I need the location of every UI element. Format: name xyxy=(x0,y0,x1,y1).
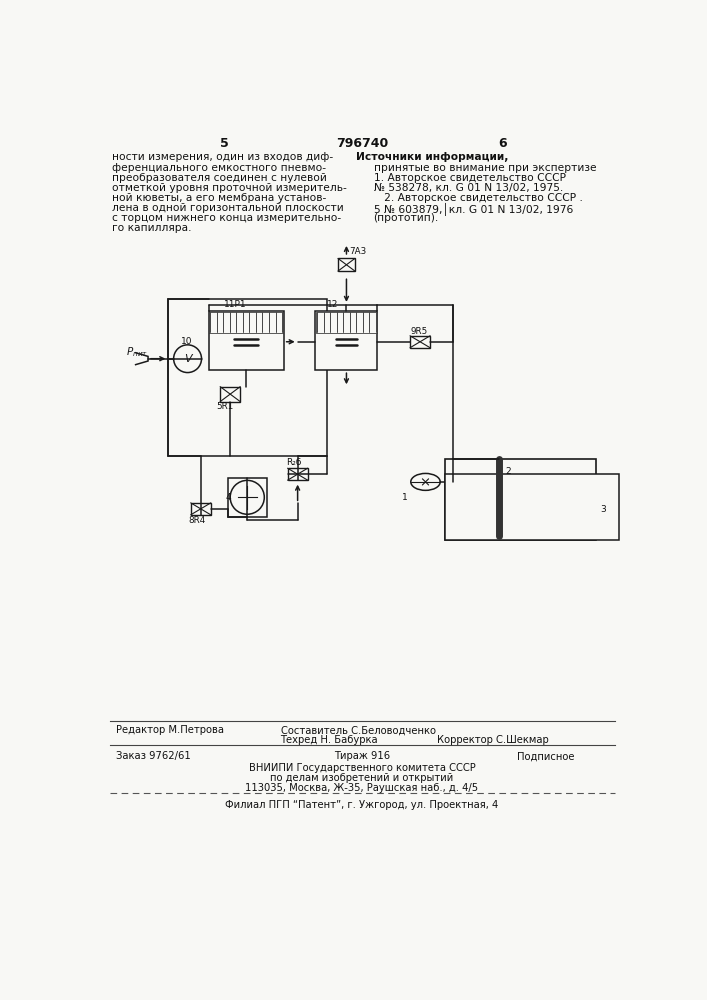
Text: 9R5: 9R5 xyxy=(411,327,428,336)
Text: 12: 12 xyxy=(327,300,339,309)
Text: лена в одной горизонтальной плоскости: лена в одной горизонтальной плоскости xyxy=(112,203,344,213)
Text: Подписное: Подписное xyxy=(517,751,574,761)
Text: 7А3: 7А3 xyxy=(349,247,367,256)
Bar xyxy=(315,311,378,370)
Text: Заказ 9762/61: Заказ 9762/61 xyxy=(115,751,190,761)
Bar xyxy=(316,312,377,333)
Bar xyxy=(209,311,284,370)
Text: 5 № 603879,│кл. G 01 N 13/02, 1976: 5 № 603879,│кл. G 01 N 13/02, 1976 xyxy=(373,203,573,216)
Text: R₂б: R₂б xyxy=(286,458,301,467)
Text: (прототип).: (прототип). xyxy=(373,213,439,223)
Text: $P_{пит}$: $P_{пит}$ xyxy=(126,345,148,359)
Bar xyxy=(288,468,308,480)
Text: 6: 6 xyxy=(498,137,508,150)
Bar xyxy=(209,312,283,333)
Text: № 538278, кл. G 01 N 13/02, 1975.: № 538278, кл. G 01 N 13/02, 1975. xyxy=(373,183,563,193)
Text: принятые во внимание при экспертизе: принятые во внимание при экспертизе xyxy=(373,163,596,173)
Text: V: V xyxy=(184,354,192,364)
Text: отметкой уровня проточной измеритель-: отметкой уровня проточной измеритель- xyxy=(112,183,346,193)
Text: Составитель С.Беловодченко: Составитель С.Беловодченко xyxy=(281,725,436,735)
Text: 2: 2 xyxy=(506,466,511,476)
Text: Филиал ПГП “Патент”, г. Ужгород, ул. Проектная, 4: Филиал ПГП “Патент”, г. Ужгород, ул. Про… xyxy=(226,800,498,810)
Bar xyxy=(191,503,211,515)
Text: 11Р1: 11Р1 xyxy=(224,300,247,309)
Text: 2. Авторское свидетельство СССР .: 2. Авторское свидетельство СССР . xyxy=(373,193,583,203)
Bar xyxy=(445,474,619,540)
Text: ВНИИПИ Государственного комитета СССР: ВНИИПИ Государственного комитета СССР xyxy=(249,763,475,773)
Text: по делам изобретений и открытий: по делам изобретений и открытий xyxy=(270,773,454,783)
Bar xyxy=(338,258,355,271)
Text: 1: 1 xyxy=(402,493,408,502)
Text: ференциального емкостного пневмо-: ференциального емкостного пневмо- xyxy=(112,163,326,173)
Text: 796740: 796740 xyxy=(336,137,388,150)
Text: Корректор С.Шекмар: Корректор С.Шекмар xyxy=(437,735,549,745)
Text: 10: 10 xyxy=(182,337,193,346)
Bar xyxy=(220,387,240,402)
Text: Источники информации,: Источники информации, xyxy=(356,152,508,162)
Bar xyxy=(445,459,596,540)
Text: Редактор М.Петрова: Редактор М.Петрова xyxy=(115,725,223,735)
Text: 1. Авторское свидетельство СССР: 1. Авторское свидетельство СССР xyxy=(373,173,566,183)
Text: го капилляра.: го капилляра. xyxy=(112,223,191,233)
Bar xyxy=(228,478,267,517)
Text: 8R4: 8R4 xyxy=(188,516,206,525)
Text: 113035, Москва, Ж-35, Раушская наб., д. 4/5: 113035, Москва, Ж-35, Раушская наб., д. … xyxy=(245,783,479,793)
Text: преобразователя соединен с нулевой: преобразователя соединен с нулевой xyxy=(112,173,327,183)
Text: Техред Н. Бабурка: Техред Н. Бабурка xyxy=(281,735,378,745)
Bar xyxy=(410,336,430,348)
Text: 5R1: 5R1 xyxy=(216,402,233,411)
Text: 4: 4 xyxy=(226,493,231,502)
Text: Тираж 916: Тираж 916 xyxy=(334,751,390,761)
Bar xyxy=(168,299,327,456)
Text: ной кюветы, а его мембрана установ-: ной кюветы, а его мембрана установ- xyxy=(112,193,326,203)
Text: с торцом нижнего конца измерительно-: с торцом нижнего конца измерительно- xyxy=(112,213,341,223)
Text: ности измерения, один из входов диф-: ности измерения, один из входов диф- xyxy=(112,152,333,162)
Text: 5: 5 xyxy=(220,137,228,150)
Text: 3: 3 xyxy=(600,505,606,514)
